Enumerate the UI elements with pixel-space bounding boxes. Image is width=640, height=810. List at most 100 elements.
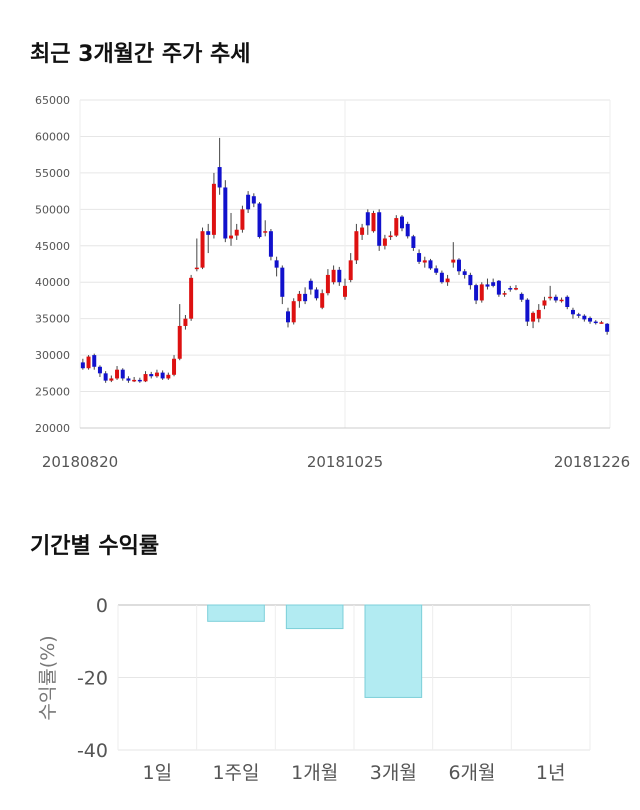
candle-body xyxy=(132,379,137,382)
candle-body xyxy=(223,187,228,239)
candle-body xyxy=(593,321,598,324)
candle-body xyxy=(103,373,108,381)
candle-body xyxy=(542,300,547,306)
candle-body xyxy=(513,288,518,290)
candle-body xyxy=(371,212,376,232)
y-tick-label: 50000 xyxy=(35,203,70,216)
candle-body xyxy=(559,299,564,302)
candle-body xyxy=(234,229,239,236)
return-bar xyxy=(285,604,344,630)
y-tick-label: 25000 xyxy=(35,386,70,399)
candle-body xyxy=(451,259,456,263)
candlestick-chart: 65000 60000 55000 50000 45000 40000 35000 30000… xyxy=(35,94,630,471)
candle-body xyxy=(280,267,285,297)
candle-body xyxy=(354,231,359,261)
y-tick-label: 45000 xyxy=(35,240,70,253)
candle-body xyxy=(97,366,102,374)
candle-body xyxy=(348,260,353,281)
x-tick-label: 1개월 xyxy=(291,762,338,784)
x-tick-label: 20181226 xyxy=(554,453,630,471)
y-tick-label: -40 xyxy=(77,740,108,762)
candle-body xyxy=(166,374,171,379)
candle-body xyxy=(257,203,262,238)
candle-body xyxy=(217,167,222,188)
candle-body xyxy=(525,299,530,322)
candle-body xyxy=(519,293,524,300)
candle-body xyxy=(274,260,279,268)
y-tick-label: -20 xyxy=(77,668,108,690)
candle-body xyxy=(268,231,273,257)
candle-body xyxy=(382,238,387,246)
candle-body xyxy=(337,269,342,283)
candle-body xyxy=(411,236,416,248)
x-tick-label: 20180820 xyxy=(42,453,118,471)
candle-body xyxy=(462,271,467,275)
y-tick-label: 60000 xyxy=(35,130,70,143)
x-tick-label: 3개월 xyxy=(370,762,417,784)
candle-body xyxy=(496,280,501,295)
candle-body xyxy=(405,223,410,237)
candle-body xyxy=(308,280,313,290)
candle-body xyxy=(291,301,296,323)
candle-body xyxy=(417,253,422,262)
candle-body xyxy=(531,312,536,322)
candle-body xyxy=(394,218,399,236)
candle-body xyxy=(263,231,268,233)
candle-body xyxy=(536,309,541,319)
x-tick-label: 1주일 xyxy=(212,762,259,784)
candle-body xyxy=(251,196,256,204)
candle-body xyxy=(479,284,484,301)
candle-body xyxy=(246,194,251,210)
candle-body xyxy=(86,356,91,369)
candle-body xyxy=(143,374,148,382)
x-tick-label: 20181025 xyxy=(307,453,383,471)
candle-body xyxy=(126,378,131,381)
return-bar xyxy=(364,604,423,698)
candle-body xyxy=(92,355,97,367)
candle-body xyxy=(439,272,444,283)
y-axis-label: 수익률(%) xyxy=(37,635,59,720)
candle-body xyxy=(388,235,393,238)
candle-body xyxy=(194,267,199,270)
candle-body xyxy=(137,379,142,382)
candle-body xyxy=(160,372,165,379)
candle-body xyxy=(399,216,404,229)
candle-body xyxy=(360,227,365,235)
candle-body xyxy=(303,293,308,302)
y-tick-label: 0 xyxy=(96,595,108,617)
candle-body xyxy=(491,282,496,286)
candle-body xyxy=(605,323,610,332)
candle-body xyxy=(553,296,558,301)
return-bar xyxy=(207,604,265,622)
candle-body xyxy=(445,278,450,283)
candle-body xyxy=(434,268,439,273)
candle-body xyxy=(320,293,325,308)
x-tick-label: 1일 xyxy=(143,762,173,784)
candle-body xyxy=(331,269,336,283)
candle-body xyxy=(183,318,188,326)
candle-body xyxy=(314,289,319,299)
candle-body xyxy=(200,231,205,268)
candle-body xyxy=(115,369,120,379)
candle-body xyxy=(588,317,593,322)
candle-body xyxy=(80,362,85,369)
candle-body xyxy=(286,311,291,323)
candle-body xyxy=(211,183,216,235)
x-tick-label: 1년 xyxy=(536,762,566,784)
candle-body xyxy=(172,358,177,375)
candle-body xyxy=(456,259,461,272)
candle-body xyxy=(508,288,513,290)
candle-body xyxy=(599,322,604,324)
candle-body xyxy=(377,212,382,246)
candle-body xyxy=(297,293,302,302)
candle-body xyxy=(189,277,194,319)
candle-body xyxy=(120,369,125,379)
candle-body xyxy=(177,325,182,359)
candle-body xyxy=(343,285,347,297)
candle-body xyxy=(149,374,154,377)
candle-body xyxy=(548,296,553,299)
candle-body xyxy=(582,315,587,320)
price-chart-title: 최근 3개월간 주가 추세 xyxy=(30,42,251,67)
candle-body xyxy=(206,231,211,235)
